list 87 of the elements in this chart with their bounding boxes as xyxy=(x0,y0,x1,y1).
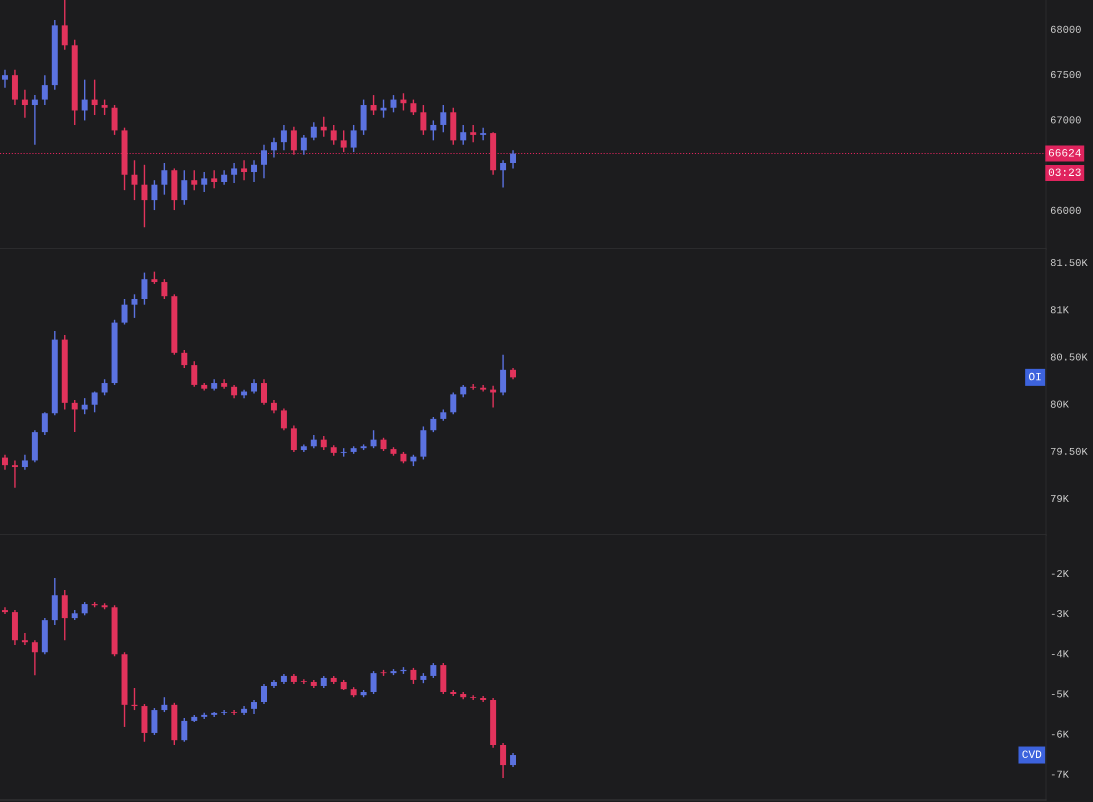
y-tick-label: 80K xyxy=(1050,400,1069,408)
candlestick xyxy=(161,162,168,196)
candlestick xyxy=(61,0,68,51)
candlestick xyxy=(141,271,148,306)
candlestick xyxy=(460,124,467,146)
candlestick xyxy=(300,678,307,685)
candlestick xyxy=(181,717,188,743)
candlestick xyxy=(71,399,78,433)
candlestick xyxy=(500,354,507,396)
candlestick xyxy=(510,149,517,170)
candlestick xyxy=(251,159,258,183)
y-tick-label: 79.50K xyxy=(1050,447,1088,455)
candlestick xyxy=(480,126,487,142)
y-tick-label: 79K xyxy=(1050,494,1069,503)
candlestick xyxy=(290,126,297,156)
candlestick xyxy=(201,171,208,193)
candlestick xyxy=(470,694,477,701)
candlestick xyxy=(261,683,267,705)
y-tick-label: 81K xyxy=(1050,306,1069,314)
text: 03:23 xyxy=(1048,168,1081,176)
candlestick xyxy=(480,384,487,393)
candlestick xyxy=(261,144,267,180)
y-tick-label: -6K xyxy=(1051,730,1069,738)
y-tick-label: 66000 xyxy=(1050,206,1081,214)
candlestick xyxy=(241,159,248,181)
y-tick-label: -2K xyxy=(1051,569,1069,577)
candlestick xyxy=(31,639,38,676)
candlestick xyxy=(61,589,68,641)
y-tick-label: 68000 xyxy=(1050,25,1081,33)
candlestick xyxy=(480,695,487,703)
candlestick xyxy=(11,459,18,489)
candlestick xyxy=(121,298,128,326)
candlestick xyxy=(221,709,228,716)
y-tick-label: 67000 xyxy=(1050,116,1081,124)
candlestick xyxy=(181,169,188,206)
candlestick xyxy=(21,632,28,646)
candlestick xyxy=(31,94,38,146)
candlestick xyxy=(131,159,138,201)
candlestick xyxy=(221,378,228,390)
y-tick-label: -3K xyxy=(1051,610,1069,618)
candlestick xyxy=(231,709,238,716)
annotation: OI xyxy=(1029,372,1041,381)
candlestick xyxy=(470,124,477,143)
candlestick xyxy=(231,162,238,184)
candlestick xyxy=(141,164,148,228)
ref-line-label: 66624 xyxy=(1048,149,1081,157)
candlestick xyxy=(1,606,8,615)
candlestick xyxy=(21,88,28,119)
candlestick xyxy=(340,129,347,153)
candlestick xyxy=(81,78,88,122)
candlestick xyxy=(91,78,98,116)
candlestick xyxy=(450,391,457,415)
y-tick-label: 80.50K xyxy=(1050,353,1088,361)
candlestick xyxy=(350,124,357,153)
y-tick-label: 67500 xyxy=(1050,71,1081,79)
candlestick xyxy=(261,378,267,406)
candlestick xyxy=(280,124,287,152)
candlestick xyxy=(290,424,297,453)
y-tick-label: 81.50K xyxy=(1050,259,1088,267)
candlestick xyxy=(500,742,507,779)
candlestick xyxy=(470,383,477,391)
candlestick xyxy=(151,179,158,211)
candlestick xyxy=(111,104,118,136)
candlestick xyxy=(41,74,48,106)
y-tick-label: -4K xyxy=(1051,650,1069,658)
candlestick xyxy=(370,94,377,116)
candlestick xyxy=(330,124,337,146)
candlestick xyxy=(161,278,168,300)
candlestick xyxy=(280,407,287,431)
candlestick xyxy=(420,104,427,136)
candlestick xyxy=(191,169,198,191)
candlestick xyxy=(370,670,377,695)
candlestick xyxy=(500,159,507,189)
candlestick xyxy=(300,134,307,156)
candlestick xyxy=(151,707,158,736)
candlestick xyxy=(440,104,447,133)
candlestick xyxy=(191,360,198,388)
y-tick-label: -5K xyxy=(1051,690,1069,698)
candlestick xyxy=(310,121,317,142)
annotation: CVD xyxy=(1022,750,1042,759)
candlestick xyxy=(430,119,437,142)
candlestick xyxy=(41,411,48,436)
candlestick xyxy=(270,136,277,159)
candlestick xyxy=(211,169,218,190)
candlestick xyxy=(1,69,8,89)
candlestick xyxy=(131,293,138,319)
y-tick-label: -7K xyxy=(1051,770,1069,778)
